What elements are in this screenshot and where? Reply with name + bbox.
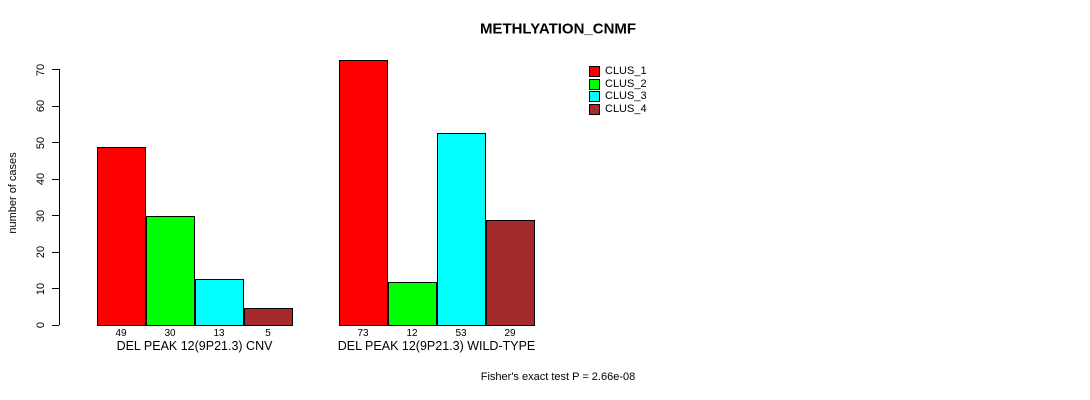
y-tick-label: 0 [35, 321, 47, 329]
bar-clus_4 [243, 307, 293, 326]
x-group-label: DEL PEAK 12(9P21.3) CNV [116, 339, 273, 353]
bar-clus_2 [387, 281, 437, 326]
legend-swatch-clus_3 [589, 91, 600, 103]
y-axis-tick [52, 215, 59, 216]
bar-clus_4 [485, 219, 535, 326]
legend-item: CLUS_4 [589, 102, 647, 115]
bar-value-label: 30 [164, 328, 176, 339]
legend-label: CLUS_1 [605, 65, 647, 77]
legend-swatch-clus_4 [589, 103, 600, 115]
legend-label: CLUS_4 [605, 102, 647, 115]
legend-item: CLUS_1 [589, 66, 647, 77]
bar-clus_2 [145, 215, 195, 326]
y-axis-line [59, 69, 60, 325]
bar-clus_1 [338, 59, 388, 326]
bar-value-label: 73 [357, 328, 369, 339]
legend-swatch-clus_2 [589, 78, 600, 90]
legend-item: CLUS_3 [589, 90, 647, 103]
y-axis-tick [52, 105, 59, 107]
y-tick-label: 10 [35, 282, 47, 295]
annotation-text: Fisher's exact test P = 2.66e-08 [480, 371, 636, 383]
bar-clus_1 [96, 146, 146, 326]
legend-label: CLUS_3 [605, 90, 647, 103]
bar-value-label: 29 [504, 328, 516, 339]
legend-item: CLUS_2 [589, 77, 647, 90]
y-axis-tick [52, 69, 59, 70]
bar-value-label: 12 [406, 328, 418, 339]
bar-value-label: 13 [213, 328, 225, 339]
bar-clus_3 [436, 132, 486, 326]
y-tick-label: 30 [35, 209, 47, 222]
bar-value-label: 49 [115, 328, 127, 339]
y-tick-label: 20 [35, 245, 47, 259]
y-tick-label: 40 [35, 172, 47, 186]
y-axis-tick [52, 324, 59, 326]
y-tick-label: 60 [35, 99, 47, 113]
y-axis-tick [52, 251, 59, 253]
bar-value-label: 5 [265, 328, 271, 339]
bar-value-label: 53 [455, 328, 467, 339]
y-tick-label: 70 [35, 63, 47, 76]
x-group-label: DEL PEAK 12(9P21.3) WILD-TYPE [337, 339, 536, 353]
legend-label: CLUS_2 [605, 77, 647, 90]
y-axis-tick [52, 178, 59, 180]
legend: CLUS_1 CLUS_2 CLUS_3 CLUS_4 [589, 66, 647, 116]
y-tick-label: 50 [35, 136, 47, 149]
bar-clus_3 [194, 278, 244, 326]
legend-swatch-clus_1 [589, 66, 600, 77]
chart-title: METHLYATION_CNMF [479, 20, 637, 38]
y-axis-tick [52, 142, 59, 143]
y-axis-tick [52, 288, 59, 289]
